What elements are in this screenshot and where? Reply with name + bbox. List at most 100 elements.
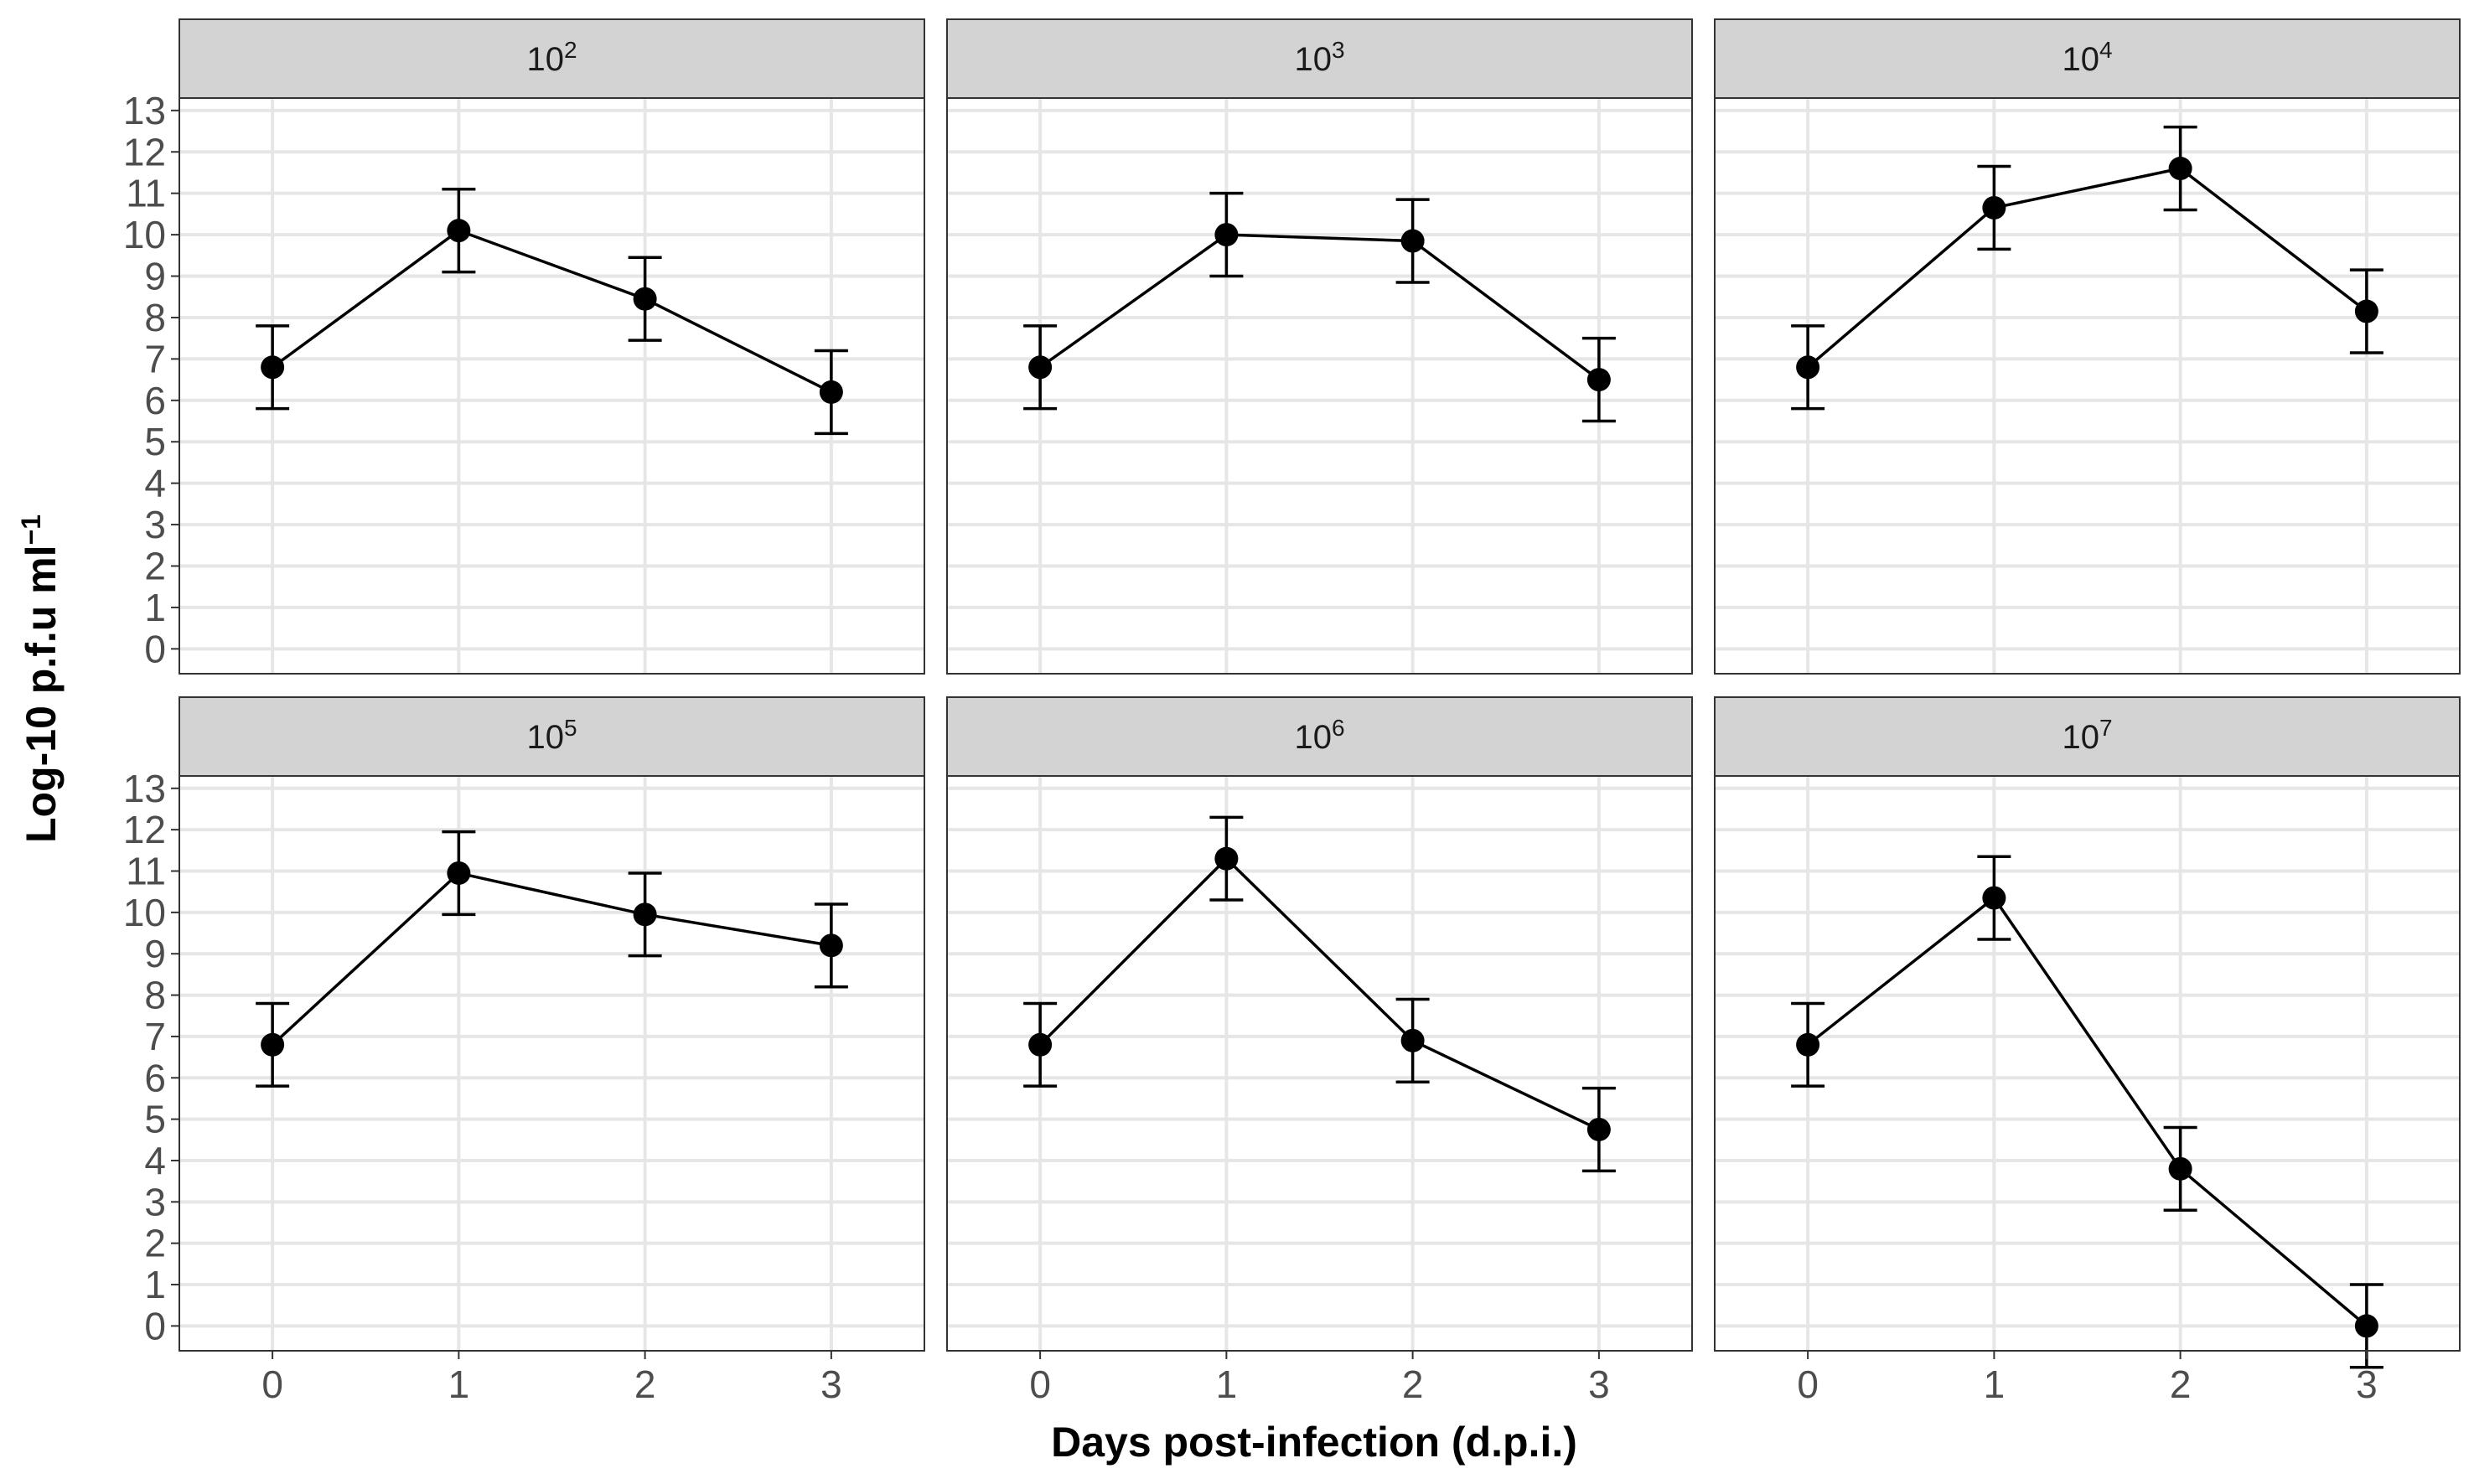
- strip-label-base: 10: [526, 41, 564, 78]
- facet-strip-label: 106: [1294, 715, 1344, 757]
- x-tick-label: 3: [2356, 1362, 2378, 1406]
- panel-background: [179, 776, 924, 1351]
- y-tick-label: 5: [144, 1098, 166, 1141]
- series-line: [1807, 896, 2368, 1327]
- facet-panel: 104: [1714, 18, 2461, 675]
- facet-panel: 107 0 1 2 3: [1714, 696, 2461, 1406]
- facet-strip-label: 102: [526, 37, 577, 79]
- data-point: [1982, 886, 2006, 910]
- y-tick-label: 13: [123, 89, 166, 132]
- x-tick-label: 0: [1797, 1362, 1819, 1406]
- data-point: [1796, 1032, 1820, 1057]
- strip-label-exponent: 4: [2099, 37, 2113, 63]
- y-tick-label: 7: [144, 1015, 166, 1058]
- x-tick-label: 3: [1588, 1362, 1610, 1406]
- data-point: [2168, 157, 2192, 181]
- y-tick-label: 11: [126, 850, 166, 893]
- y-axis-title-base: Log-10 p.f.u ml: [18, 545, 65, 843]
- series-line: [1038, 856, 1600, 1131]
- strip-label-exponent: 6: [1332, 715, 1345, 741]
- facet-strip-label: 103: [1294, 37, 1344, 79]
- strip-label-exponent: 3: [1332, 37, 1345, 63]
- y-tick-label: 1: [144, 586, 166, 629]
- panel-background: [1715, 98, 2460, 674]
- series-line: [1806, 167, 2368, 369]
- series-line: [271, 871, 832, 1047]
- facet-strip: [1714, 18, 2461, 99]
- y-tick-label: 4: [144, 1139, 166, 1182]
- data-point: [261, 1032, 285, 1057]
- y-tick-label: 2: [144, 1222, 166, 1265]
- strip-label-base: 10: [526, 719, 564, 756]
- facet-strip: [179, 18, 925, 99]
- x-tick-label: 3: [820, 1362, 842, 1406]
- facet-panel: 103: [946, 18, 1693, 675]
- facet-strip: [1714, 696, 2461, 777]
- y-tick-label: 0: [144, 1304, 166, 1347]
- y-tick-label: 12: [123, 130, 166, 173]
- x-tick-label: 0: [1029, 1362, 1051, 1406]
- facet-strip: [179, 696, 925, 777]
- data-point: [1400, 229, 1425, 253]
- y-tick-label: 12: [123, 808, 166, 851]
- data-point: [447, 861, 471, 885]
- x-tick-label: 1: [448, 1362, 470, 1406]
- data-point: [1982, 195, 2006, 220]
- y-tick-label: 3: [144, 503, 166, 546]
- y-tick-label: 7: [144, 337, 166, 380]
- x-tick-label: 1: [1216, 1362, 1238, 1406]
- strip-label-base: 10: [2062, 719, 2099, 756]
- y-tick-label: 9: [144, 932, 166, 975]
- y-tick-label: 8: [144, 296, 166, 339]
- y-tick-label: 11: [126, 172, 166, 215]
- data-point: [1028, 355, 1053, 380]
- y-tick-label: 1: [144, 1263, 166, 1306]
- data-point: [1586, 1117, 1611, 1141]
- facet-strip-label: 104: [2062, 37, 2112, 79]
- series-line: [272, 229, 832, 394]
- data-point: [819, 933, 843, 958]
- strip-label-exponent: 5: [564, 715, 577, 741]
- data-point: [633, 902, 657, 927]
- panel-background: [179, 98, 924, 674]
- y-tick-label: 8: [144, 974, 166, 1017]
- y-tick-label: 13: [123, 767, 166, 810]
- data-point: [1796, 355, 1820, 380]
- y-tick-label: 4: [144, 462, 166, 505]
- strip-label-exponent: 2: [564, 37, 577, 63]
- x-tick-label: 0: [261, 1362, 283, 1406]
- y-tick-label: 2: [144, 544, 166, 587]
- facet-strip: [946, 18, 1693, 99]
- y-tick-label: 9: [144, 255, 166, 298]
- data-point: [633, 287, 657, 311]
- y-tick-label: 3: [144, 1180, 166, 1223]
- data-point: [447, 219, 471, 243]
- data-point: [1214, 846, 1239, 871]
- series-line: [1039, 233, 1600, 381]
- y-tick-label: 0: [144, 627, 166, 670]
- data-point: [2354, 299, 2378, 323]
- data-point: [1400, 1028, 1425, 1052]
- strip-label-base: 10: [1294, 41, 1332, 78]
- data-point: [2168, 1156, 2192, 1181]
- strip-label-base: 10: [1294, 719, 1332, 756]
- data-point: [2354, 1314, 2378, 1338]
- strip-label-base: 10: [2062, 41, 2099, 78]
- panel-background: [1715, 776, 2460, 1351]
- y-tick-label: 5: [144, 420, 166, 463]
- facet-strip: [946, 696, 1693, 777]
- y-axis-title: Log-10 p.f.u ml−1: [16, 514, 65, 843]
- y-axis-title-exponent: −1: [16, 514, 46, 545]
- y-tick-label: 6: [144, 1056, 166, 1099]
- x-axis-title: Days post-infection (d.p.i.): [1051, 1419, 1577, 1466]
- y-tick-label: 10: [123, 213, 166, 256]
- data-point: [1586, 368, 1611, 392]
- strip-label-exponent: 7: [2099, 715, 2113, 741]
- x-tick-label: 2: [634, 1362, 656, 1406]
- x-tick-label: 2: [1402, 1362, 1424, 1406]
- panel-background: [947, 776, 1692, 1351]
